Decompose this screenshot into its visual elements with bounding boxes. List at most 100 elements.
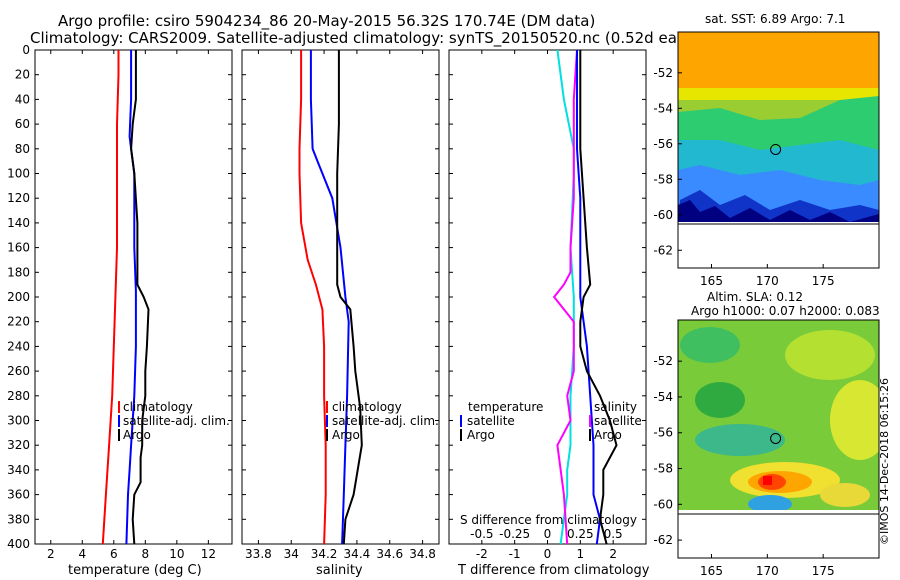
x-tick-label: 12 [201, 547, 216, 561]
difference-legend-salinity: salinity satellite Argo [589, 400, 642, 442]
title-line-2: Climatology: CARS2009. Satellite-adjuste… [30, 29, 713, 48]
imos-stamp: ©IMOS 14-Dec-2018 06:15:26 [878, 378, 891, 545]
map-x-tick-label: 175 [812, 564, 835, 578]
map-x-tick-label: 165 [700, 564, 723, 578]
map-x-tick-label: 175 [812, 274, 835, 288]
map-y-tick-label: -62 [653, 243, 673, 257]
legend-label-satellite: satellite-adj. clim. [123, 414, 230, 428]
sst-map-title: sat. SST: 6.89 Argo: 7.1 [705, 12, 845, 26]
depth-tick-label: 100 [7, 167, 30, 181]
salinity-axis-label: salinity [316, 563, 363, 578]
map-y-tick-label: -56 [653, 137, 673, 151]
depth-tick-label: 40 [15, 92, 30, 106]
legend-label-t-satellite: satellite [467, 414, 515, 428]
x-tick-label: 34.2 [311, 547, 338, 561]
series-line-argo [130, 50, 150, 545]
x-tick-label: 10 [169, 547, 184, 561]
sla-blob [748, 495, 792, 513]
sla-map-field [678, 327, 879, 514]
map-y-tick-label: -58 [653, 462, 673, 476]
sst-argo-marker [770, 143, 782, 155]
temperature-legend: climatology satellite-adj. clim. Argo [118, 400, 230, 442]
series-line-climatology [298, 50, 327, 545]
legend-label-climatology: climatology [332, 400, 402, 414]
depth-tick-label: 160 [7, 241, 30, 255]
sla-map-title-line-2: Argo h1000: 0.07 h2000: 0.083 [691, 304, 880, 318]
title-line-1: Argo profile: csiro 5904234_86 20-May-20… [58, 12, 595, 31]
depth-tick-label: 140 [7, 216, 30, 230]
sla-argo-marker [770, 432, 782, 444]
x-tick-label: -1 [509, 547, 521, 561]
x-tick-label: 34.8 [409, 547, 436, 561]
sst-band [678, 200, 879, 224]
x-tick-label: 8 [141, 547, 149, 561]
map-y-tick-label: -54 [653, 101, 673, 115]
x-tick-label: 34.4 [344, 547, 371, 561]
s-diff-tick-label: 0.5 [604, 527, 623, 541]
t-difference-axis-label: T difference from climatology [457, 563, 650, 578]
sla-map [677, 319, 880, 515]
depth-tick-label: 280 [7, 389, 30, 403]
salinity-plot: 33.8 34 34.2 34.4 34.6 34.8 [242, 49, 439, 561]
map-y-tick-label: -58 [653, 172, 673, 186]
x-tick-label: 2 [609, 547, 617, 561]
x-tick-label: 6 [110, 547, 118, 561]
map-y-tick-label: -52 [653, 354, 673, 368]
depth-tick-label: 60 [15, 117, 30, 131]
sst-map-field [678, 88, 879, 224]
sla-axes-frame [677, 319, 880, 559]
x-tick-label: 34.6 [376, 547, 403, 561]
s-diff-tick-label: 0 [544, 527, 552, 541]
legend-title-salinity: salinity [594, 400, 637, 414]
depth-tick-label: 240 [7, 339, 30, 353]
map-x-tick-label: 165 [700, 274, 723, 288]
map-y-tick-label: -56 [653, 426, 673, 440]
x-tick-label: 1 [577, 547, 585, 561]
depth-tick-label: 360 [7, 488, 30, 502]
sla-blob [830, 380, 879, 460]
sst-no-data [678, 222, 879, 224]
series-line-temperature-argo [576, 50, 602, 545]
difference-plot: -2 -1 0 1 2 -0.5 -0.25 0 0.25 0.5 [449, 49, 646, 561]
s-diff-tick-label: -0.25 [499, 527, 530, 541]
difference-legend-temperature: temperature satellite Argo [460, 400, 543, 442]
depth-tick-label: 220 [7, 315, 30, 329]
depth-tick-label: 300 [7, 414, 30, 428]
depth-tick-label: 380 [7, 512, 30, 526]
map-y-tick-label: -52 [653, 66, 673, 80]
legend-label-t-argo: Argo [467, 428, 495, 442]
series-line-argo [336, 50, 363, 545]
sla-map-axes: 165 170 175 -52 -54 -56 -58 -60 -62 [653, 319, 880, 578]
x-tick-label: 2 [47, 547, 55, 561]
depth-tick-label: 80 [15, 142, 30, 156]
map-y-tick-label: -54 [653, 390, 673, 404]
depth-tick-label: 400 [7, 537, 30, 551]
depth-tick-label: 200 [7, 290, 30, 304]
depth-tick-label: 260 [7, 364, 30, 378]
x-tick-label: 4 [78, 547, 86, 561]
temperature-axis-label: temperature (deg C) [68, 563, 202, 578]
legend-label-s-satellite: satellite [594, 414, 642, 428]
depth-tick-label: 180 [7, 265, 30, 279]
map-x-tick-label: 170 [756, 274, 779, 288]
salinity-legend: climatology satellite-adj. clim. Argo [326, 400, 439, 442]
temperature-plot: 2 4 6 8 10 12 [35, 49, 232, 561]
x-tick-label: 33.8 [245, 547, 272, 561]
sla-blob [695, 382, 745, 418]
legend-label-satellite: satellite-adj. clim. [332, 414, 439, 428]
sla-blob [785, 330, 875, 380]
x-tick-label: 0 [544, 547, 552, 561]
sst-axes-frame [677, 31, 880, 269]
depth-tick-label: 340 [7, 463, 30, 477]
sla-blob [820, 483, 870, 507]
map-x-tick-label: 170 [756, 564, 779, 578]
x-tick-label: -2 [476, 547, 488, 561]
s-difference-axis-label: S difference from climatology [460, 513, 637, 527]
sla-map-title-line-1: Altim. SLA: 0.12 [707, 290, 803, 304]
depth-tick-label: 20 [15, 68, 30, 82]
series-line-satellite-adj-clim- [125, 50, 137, 545]
x-tick-label: 34 [284, 547, 299, 561]
depth-tick-label: 120 [7, 191, 30, 205]
depth-tick-label: 320 [7, 438, 30, 452]
